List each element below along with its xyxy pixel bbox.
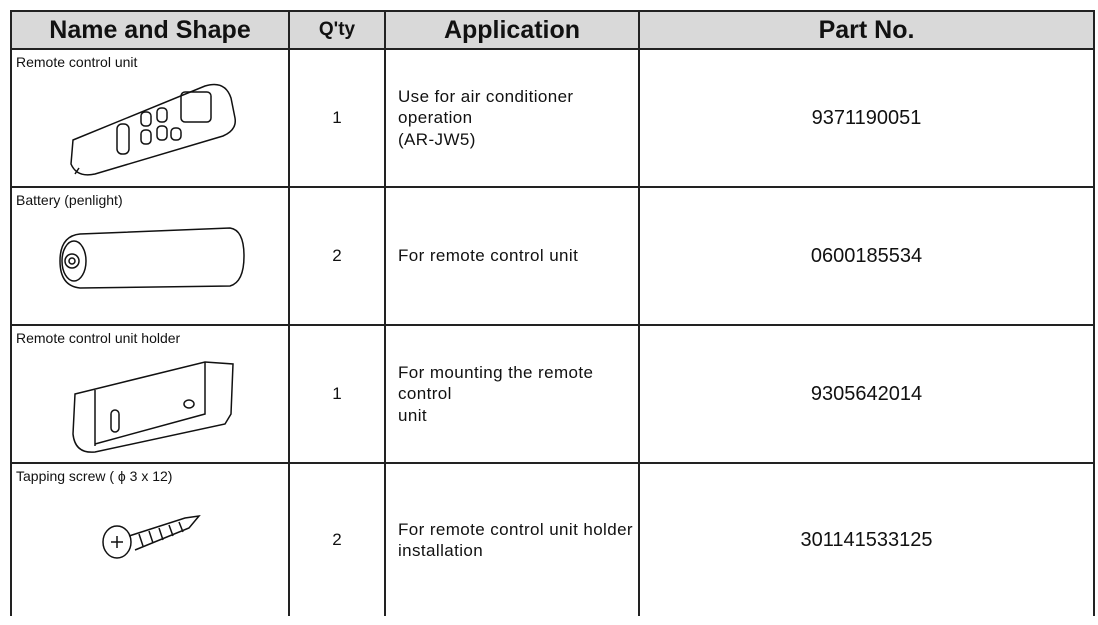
application-cell: For remote control unit — [384, 186, 640, 326]
application-cell: For remote control unit holder installat… — [384, 462, 640, 616]
header-row: Name and Shape Q'ty Application Part No. — [10, 10, 1095, 50]
name-cell: Remote control unit — [10, 48, 290, 188]
part-no-cell: 9305642014 — [638, 324, 1095, 464]
parts-table: Name and Shape Q'ty Application Part No.… — [10, 10, 1095, 616]
screw-illustration — [102, 514, 201, 559]
qty-cell: 1 — [288, 48, 386, 188]
application-cell: For mounting the remote control unit — [384, 324, 640, 464]
remote-illustration — [70, 83, 236, 176]
battery-illustration — [59, 227, 245, 289]
row: Remote control unit 1 Use for air condit… — [10, 48, 1095, 188]
part-name: Battery (penlight) — [16, 192, 123, 208]
header-cell: Part No. — [638, 10, 1095, 50]
part-name: Remote control unit holder — [16, 330, 181, 346]
part-name: Tapping screw ( ϕ 3 x 12) — [16, 468, 173, 484]
row: Battery (penlight) 2 For remote control … — [10, 186, 1095, 326]
row: Tapping screw ( ϕ 3 x 12) 2 For remote c… — [10, 462, 1095, 616]
part-name: Remote control unit — [16, 54, 138, 70]
header-cell: Application — [384, 10, 640, 50]
part-no-cell: 0600185534 — [638, 186, 1095, 326]
qty-cell: 2 — [288, 186, 386, 326]
name-cell: Tapping screw ( ϕ 3 x 12) — [10, 462, 290, 616]
header-cell: Name and Shape — [10, 10, 290, 50]
header-cell: Q'ty — [288, 10, 386, 50]
name-cell: Remote control unit holder — [10, 324, 290, 464]
qty-cell: 2 — [288, 462, 386, 616]
row: Remote control unit holder 1 For mountin… — [10, 324, 1095, 464]
name-cell: Battery (penlight) — [10, 186, 290, 326]
part-no-cell: 301141533125 — [638, 462, 1095, 616]
holder-illustration — [72, 361, 234, 453]
part-no-cell: 9371190051 — [638, 48, 1095, 188]
application-cell: Use for air conditioner operation (AR-JW… — [384, 48, 640, 188]
qty-cell: 1 — [288, 324, 386, 464]
